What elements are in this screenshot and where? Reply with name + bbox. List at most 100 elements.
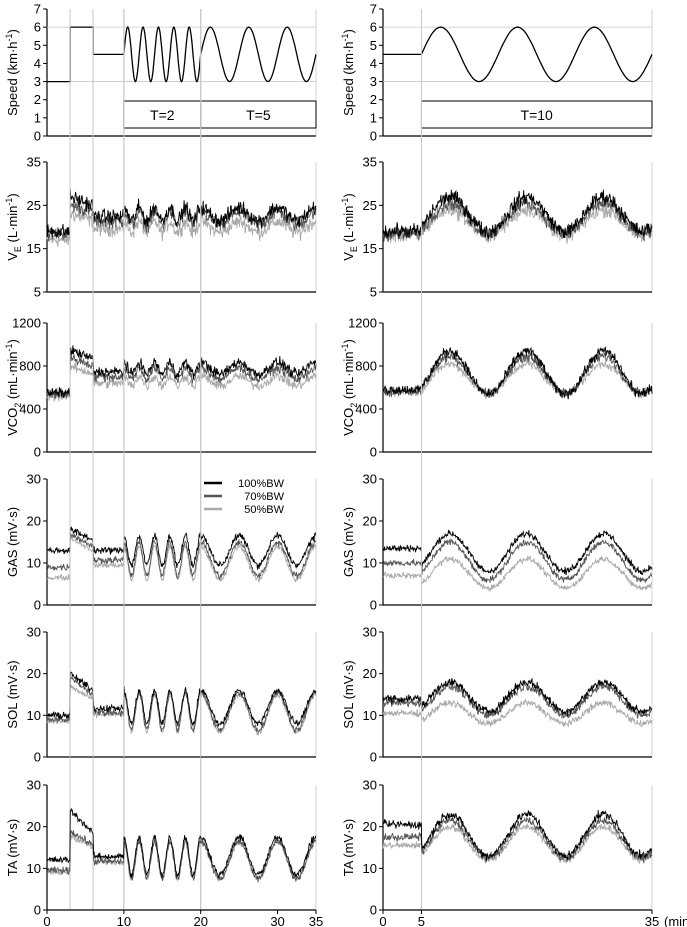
y-tick-label: 5 <box>34 38 41 53</box>
y-axis-label: VE (L·min-1) <box>340 193 359 261</box>
legend-label: 100%BW <box>238 478 284 490</box>
trace-70pctBW <box>46 201 317 242</box>
y-tick-label: 4 <box>370 56 377 71</box>
y-tick-label: 400 <box>355 402 377 417</box>
y-tick-label: 1200 <box>348 316 377 331</box>
speed-trace <box>47 26 317 83</box>
y-axis-label: GAS (mV·s) <box>5 507 20 577</box>
y-tick-label: 2 <box>34 92 41 107</box>
y-axis-label: SOL (mV·s) <box>341 660 356 728</box>
trace-50pctBW <box>46 210 317 247</box>
x-tick-label: 35 <box>645 914 659 927</box>
period-box <box>420 100 653 129</box>
y-tick-label: 35 <box>363 155 377 170</box>
y-tick-label: 15 <box>363 241 377 256</box>
x-tick-label: 10 <box>117 914 131 927</box>
y-tick-label: 0 <box>34 129 41 144</box>
y-axis-label: VE (L·min-1) <box>4 193 23 261</box>
y-tick-label: 5 <box>370 285 377 300</box>
y-axis-label: GAS (mV·s) <box>341 507 356 577</box>
trace-100pctBW <box>382 529 653 576</box>
period-label: T=10 <box>521 107 554 123</box>
y-tick-label: 0 <box>370 129 377 144</box>
y-tick-label: 20 <box>27 514 41 529</box>
trace-100pctBW <box>382 677 653 716</box>
y-tick-label: 30 <box>363 625 377 640</box>
trace-50pctBW <box>382 360 653 400</box>
y-tick-label: 10 <box>27 556 41 571</box>
trace-50pctBW <box>46 359 317 402</box>
y-tick-label: 0 <box>370 903 377 918</box>
trace-50pctBW <box>382 555 653 593</box>
y-tick-label: 30 <box>27 472 41 487</box>
y-axis-label: Speed (km·h-1) <box>340 29 356 116</box>
y-tick-label: 10 <box>27 708 41 723</box>
speed-trace <box>383 26 653 83</box>
x-tick-label: 30 <box>270 914 284 927</box>
y-tick-label: 5 <box>370 38 377 53</box>
y-tick-label: 1200 <box>12 316 41 331</box>
trace-100pctBW <box>382 810 653 861</box>
panel-right-speed: 0 1 2 3 4 5 6 7 Speed (km·h-1) T=10 <box>340 2 653 910</box>
y-tick-label: 10 <box>363 708 377 723</box>
y-tick-label: 20 <box>363 514 377 529</box>
legend-label: 70%BW <box>244 491 284 503</box>
trace-50pctBW <box>382 823 653 865</box>
trace-70pctBW <box>46 533 317 581</box>
x-unit-label: (min) <box>664 914 687 927</box>
x-tick-label: 35 <box>309 914 323 927</box>
y-tick-label: 10 <box>363 556 377 571</box>
y-tick-label: 10 <box>27 861 41 876</box>
trace-70pctBW <box>46 352 317 399</box>
y-tick-label: 1 <box>370 110 377 125</box>
trace-100pctBW <box>46 807 317 879</box>
trace-50pctBW <box>382 203 653 244</box>
y-tick-label: 25 <box>363 198 377 213</box>
trace-100pctBW <box>46 526 317 570</box>
y-tick-label: 25 <box>27 198 41 213</box>
y-tick-label: 35 <box>27 155 41 170</box>
y-tick-label: 20 <box>363 819 377 834</box>
y-tick-label: 3 <box>34 74 41 89</box>
y-tick-label: 5 <box>34 285 41 300</box>
y-axis-label: VCO2 (mL·min-1) <box>340 339 359 436</box>
y-tick-label: 0 <box>34 750 41 765</box>
y-axis-label: TA (mV·s) <box>5 819 20 877</box>
x-tick-label: 20 <box>193 914 207 927</box>
y-tick-label: 20 <box>27 819 41 834</box>
y-tick-label: 30 <box>363 472 377 487</box>
y-tick-label: 20 <box>363 666 377 681</box>
y-tick-label: 10 <box>363 861 377 876</box>
y-tick-label: 0 <box>370 445 377 460</box>
trace-100pctBW <box>46 671 317 728</box>
y-axis-label: TA (mV·s) <box>341 819 356 877</box>
trace-100pctBW <box>46 188 317 238</box>
x-tick-label: 5 <box>418 914 425 927</box>
y-tick-label: 800 <box>19 359 41 374</box>
trace-100pctBW <box>382 189 653 239</box>
y-tick-label: 7 <box>34 2 41 17</box>
legend-label: 50%BW <box>244 504 284 516</box>
y-axis-label: Speed (km·h-1) <box>4 29 20 116</box>
y-tick-label: 7 <box>370 2 377 17</box>
y-tick-label: 400 <box>19 402 41 417</box>
y-tick-label: 3 <box>370 74 377 89</box>
y-tick-label: 6 <box>34 20 41 35</box>
period-label: T=2 <box>150 107 175 123</box>
y-tick-label: 800 <box>355 359 377 374</box>
x-tick-label: 0 <box>43 914 50 927</box>
trace-70pctBW <box>382 351 653 398</box>
y-tick-label: 2 <box>370 92 377 107</box>
trace-100pctBW <box>382 346 653 400</box>
y-tick-label: 30 <box>27 625 41 640</box>
panel-left-speed: 0 1 2 3 4 5 6 7 Speed (km·h-1) T=2 T=5 <box>4 2 317 910</box>
